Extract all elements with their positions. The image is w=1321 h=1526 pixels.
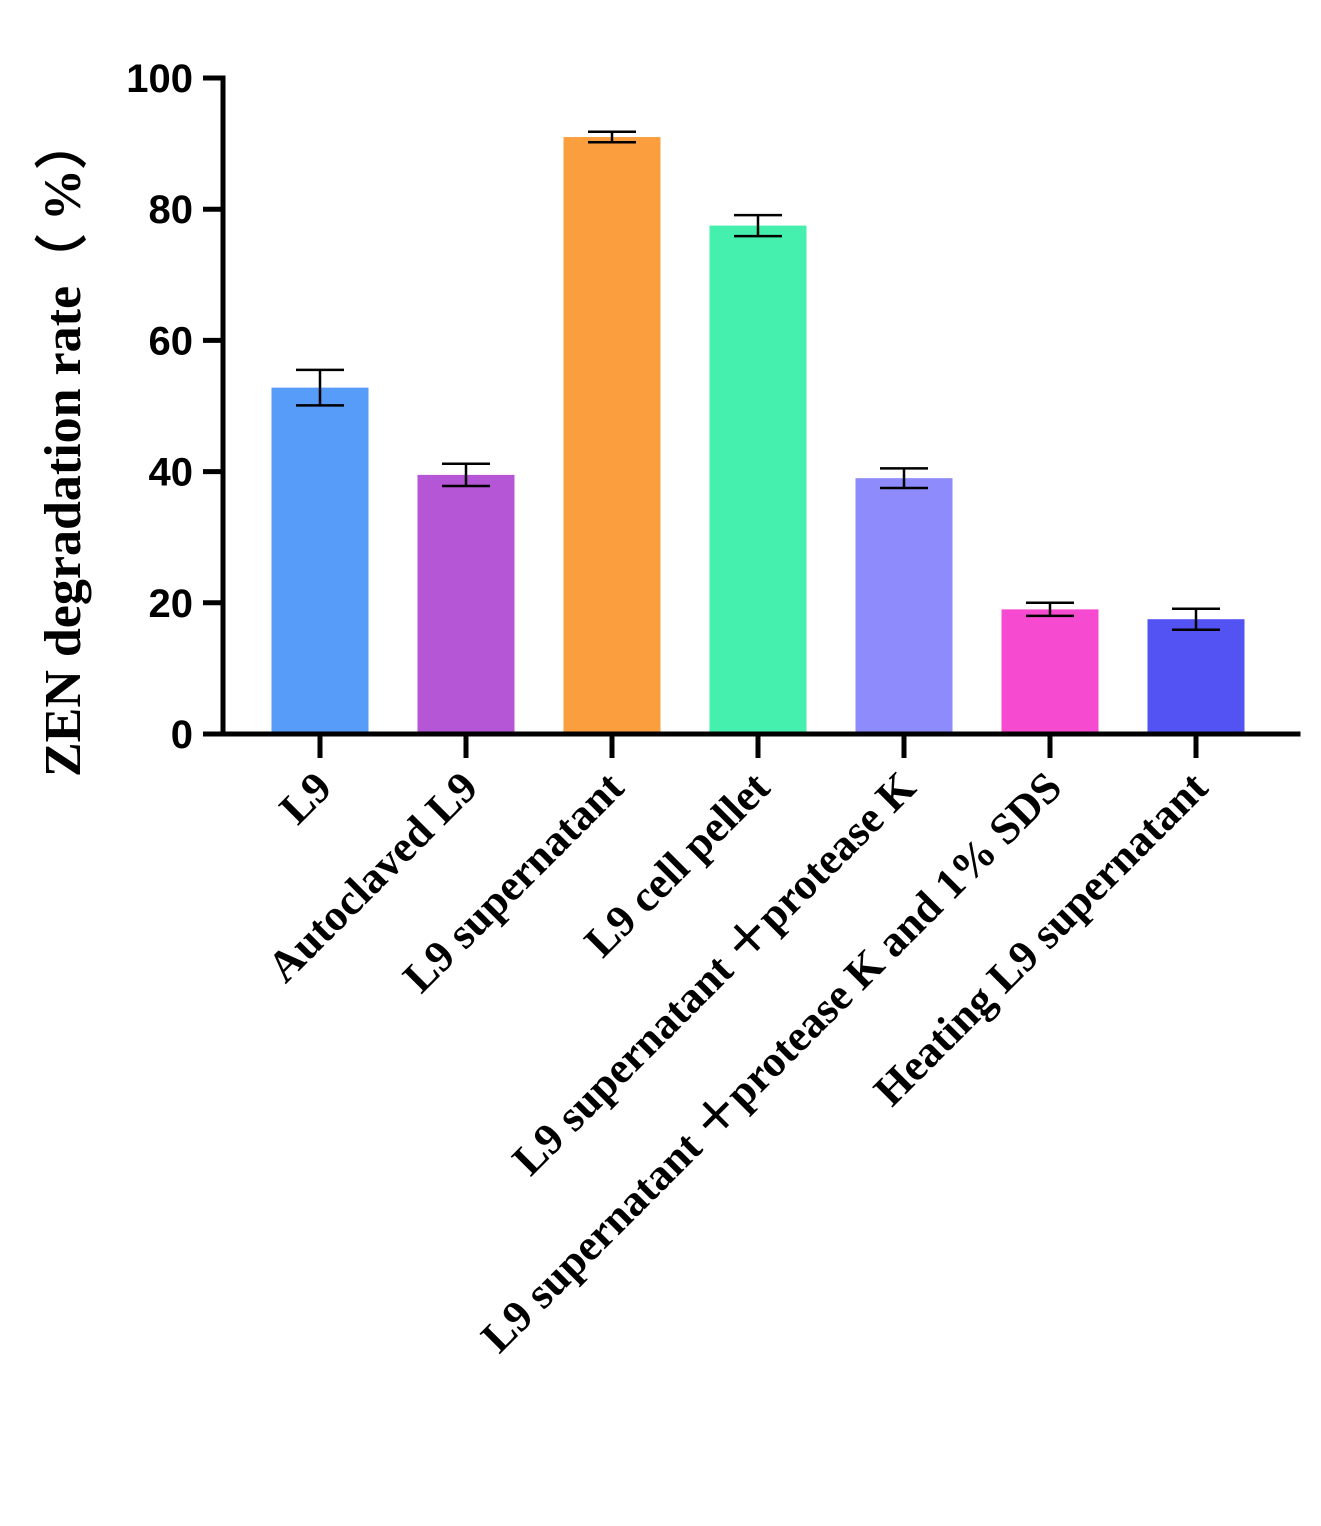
bar <box>855 478 953 734</box>
bar <box>1001 609 1099 734</box>
y-ticks: 0 20 40 60 80 100 <box>126 57 223 757</box>
bar <box>417 474 515 734</box>
bar <box>271 387 369 734</box>
error-bar <box>296 368 344 407</box>
error-bar <box>1026 601 1074 618</box>
y-tick-label: 20 <box>149 582 194 626</box>
error-bar <box>1172 607 1220 631</box>
error-bar <box>588 130 636 144</box>
error-bar <box>880 467 928 490</box>
x-tick-label: L9 <box>270 762 341 833</box>
y-tick-label: 60 <box>149 319 194 363</box>
y-tick-label: 40 <box>149 451 194 495</box>
bars-layer <box>271 137 1245 735</box>
y-axis-label: ZEN degradation rate（ %） <box>34 117 92 777</box>
bar <box>1147 619 1245 734</box>
bar <box>709 225 807 734</box>
error-bar <box>442 462 490 488</box>
bar <box>563 137 661 735</box>
error-bars-layer <box>296 130 1220 631</box>
y-tick-label: 80 <box>149 188 194 232</box>
error-bar <box>734 213 782 238</box>
y-tick-label: 0 <box>171 713 193 757</box>
y-tick-label: 100 <box>126 57 193 101</box>
